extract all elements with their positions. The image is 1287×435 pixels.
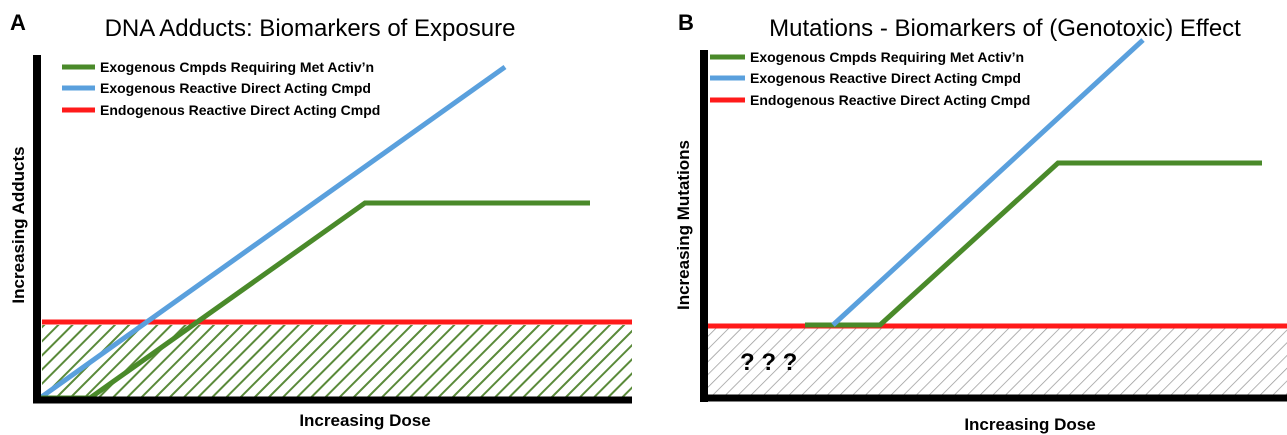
direct-line: [38, 64, 507, 401]
legend-label: Exogenous Reactive Direct Acting Cmpd: [100, 80, 371, 96]
annotation: ? ? ?: [740, 349, 797, 376]
direct-line: [831, 38, 1145, 327]
legend-label: Exogenous Cmpds Requiring Met Activ’n: [100, 59, 374, 75]
panel-letter: A: [10, 10, 26, 35]
legend-label: Endogenous Reactive Direct Acting Cmpd: [750, 92, 1030, 108]
panel-title: DNA Adducts: Biomarkers of Exposure: [105, 15, 516, 42]
x-axis-label: Increasing Dose: [964, 415, 1095, 434]
panel-b: B Mutations - Biomarkers of (Genotoxic) …: [674, 10, 1287, 434]
legend-label: Endogenous Reactive Direct Acting Cmpd: [100, 102, 380, 118]
hatch-region: [708, 328, 1287, 395]
legend-label: Exogenous Cmpds Requiring Met Activ’n: [750, 49, 1024, 65]
x-axis-label: Increasing Dose: [299, 411, 430, 430]
panel-a: A DNA Adducts: Biomarkers of Exposure In…: [9, 10, 632, 430]
y-axis-label: Increasing Adducts: [9, 146, 28, 303]
panel-letter: B: [678, 10, 694, 35]
panel-title: Mutations - Biomarkers of (Genotoxic) Ef…: [769, 15, 1241, 42]
met-activ-line: [805, 160, 1262, 328]
legend-label: Exogenous Reactive Direct Acting Cmpd: [750, 70, 1021, 86]
y-axis-label: Increasing Mutations: [674, 140, 693, 310]
